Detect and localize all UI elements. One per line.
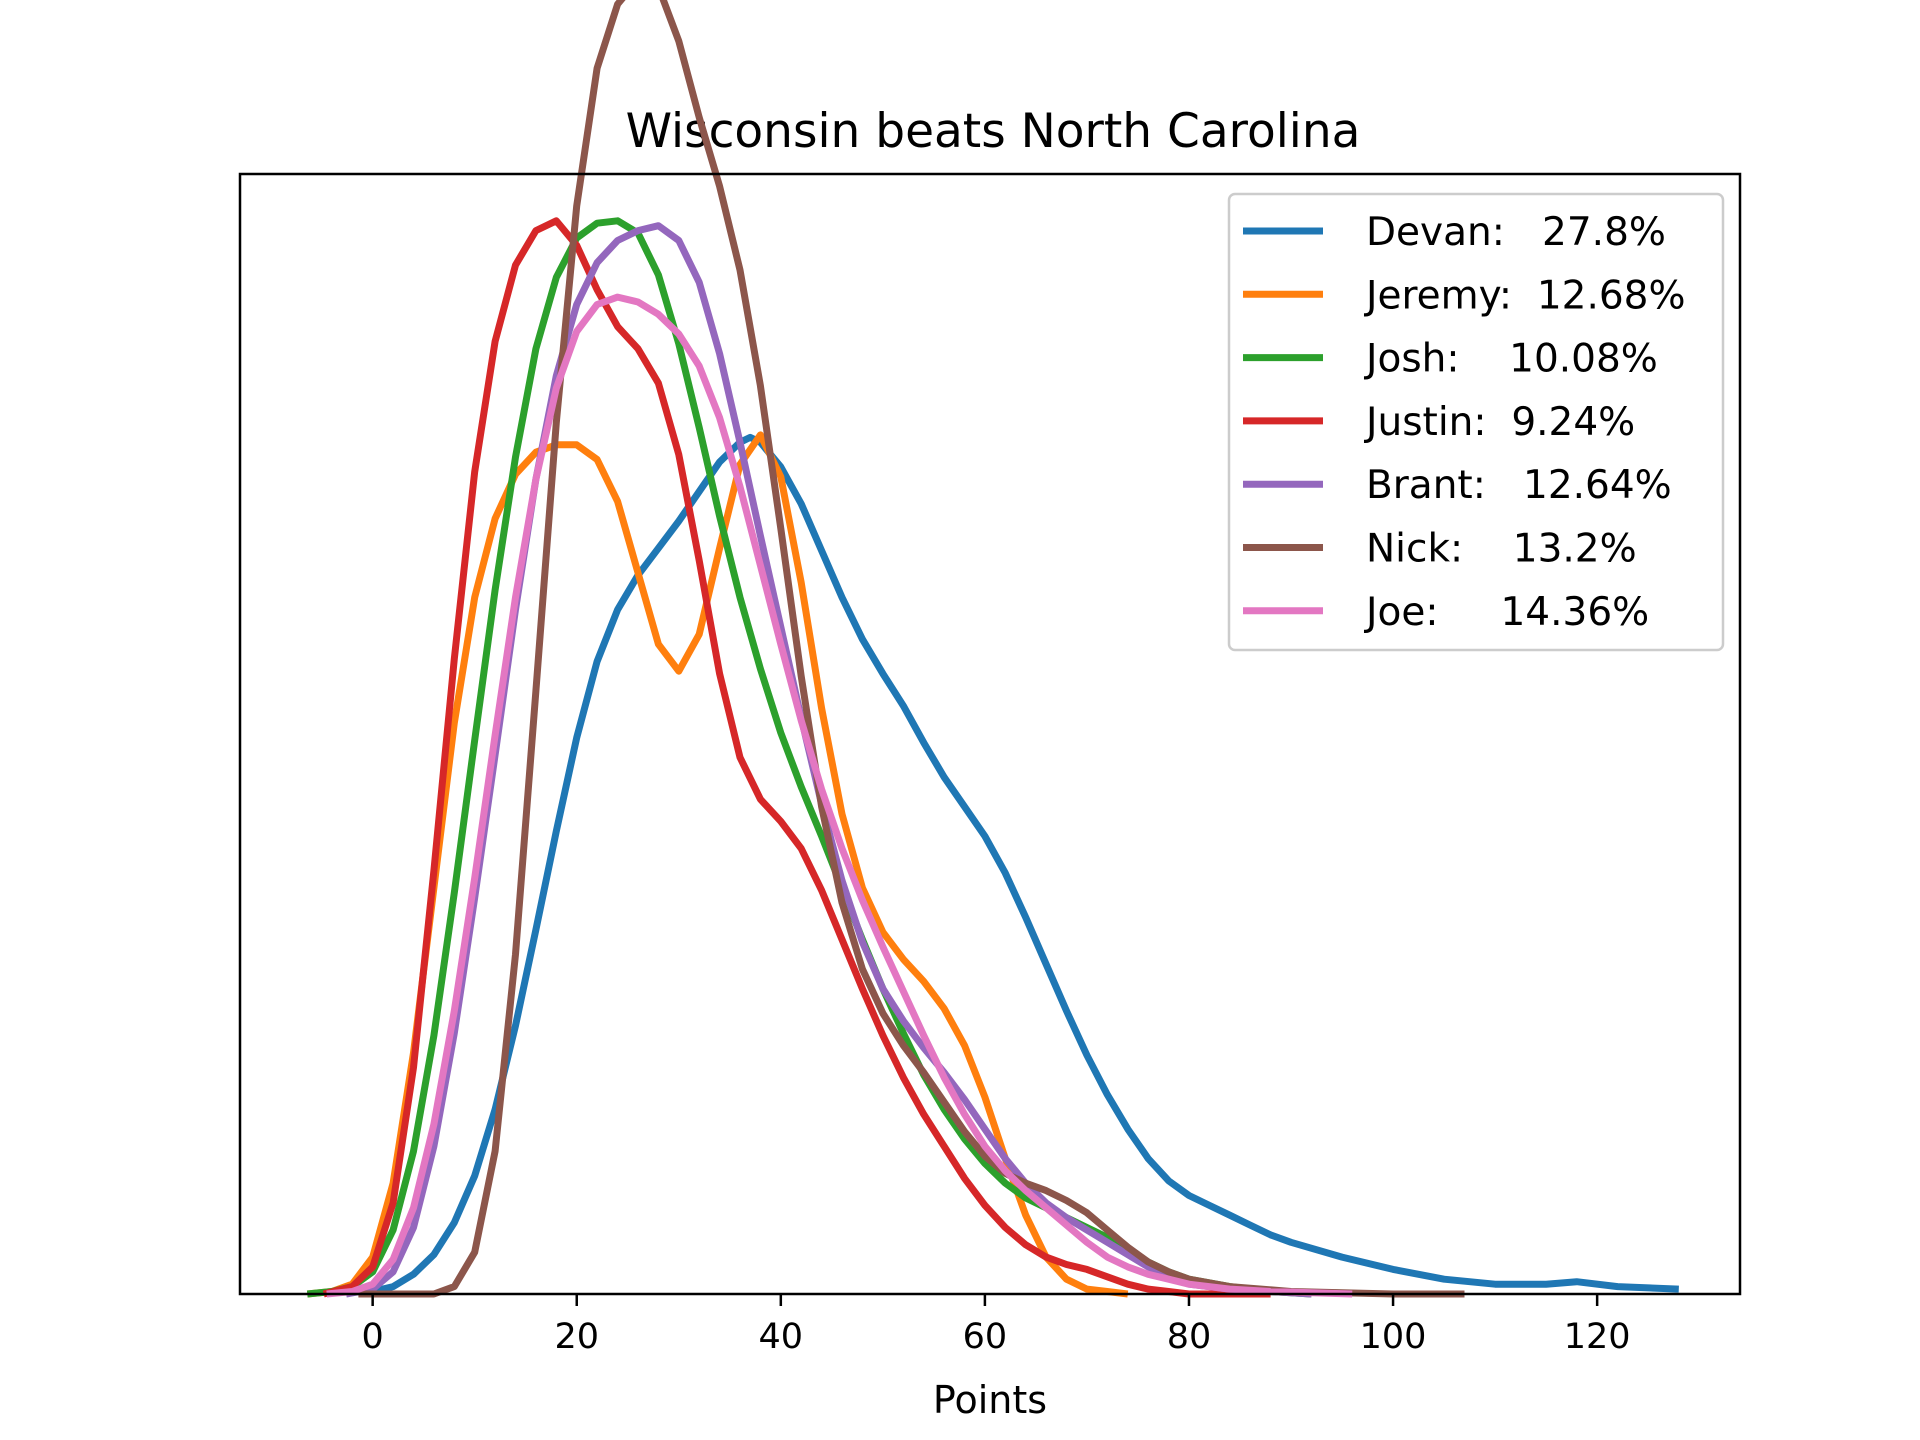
x-tick-label: 60 <box>963 1317 1008 1357</box>
x-tick-label: 20 <box>554 1317 599 1357</box>
series-line-jeremy <box>306 431 1129 1298</box>
chart-title: Wisconsin beats North Carolina <box>626 104 1361 159</box>
x-tick-label: 100 <box>1360 1317 1427 1357</box>
x-axis-label: Points <box>933 1378 1047 1422</box>
legend-label-justin: Justin: 9.24% <box>1363 400 1635 445</box>
x-tick-label: 0 <box>362 1317 384 1357</box>
legend-label-jeremy: Jeremy: 12.68% <box>1363 273 1686 318</box>
legend-label-josh: Josh: 10.08% <box>1363 337 1658 382</box>
x-tick-label: 40 <box>759 1317 804 1357</box>
plot-frame <box>238 172 1742 1296</box>
legend-label-brant: Brant: 12.64% <box>1366 463 1672 508</box>
series-line-nick <box>358 0 1465 1298</box>
x-tick-label: 120 <box>1564 1317 1631 1357</box>
legend-label-devan: Devan: 27.8% <box>1366 210 1666 255</box>
series-line-justin <box>322 217 1271 1298</box>
series-line-joe <box>326 293 1353 1298</box>
series-line-devan <box>357 433 1679 1298</box>
x-tick-label: 80 <box>1167 1317 1212 1357</box>
x-axis-ticks: 0 20 40 60 80 100 120 <box>362 1294 1631 1357</box>
legend-label-nick: Nick: 13.2% <box>1366 527 1637 572</box>
legend-label-joe: Joe: 14.36% <box>1363 590 1649 635</box>
legend-box <box>1227 192 1725 652</box>
plot-lines <box>306 0 1679 1298</box>
legend: Devan: 27.8% Jeremy: 12.68% Josh: 10.08% Ju… <box>1227 192 1725 652</box>
